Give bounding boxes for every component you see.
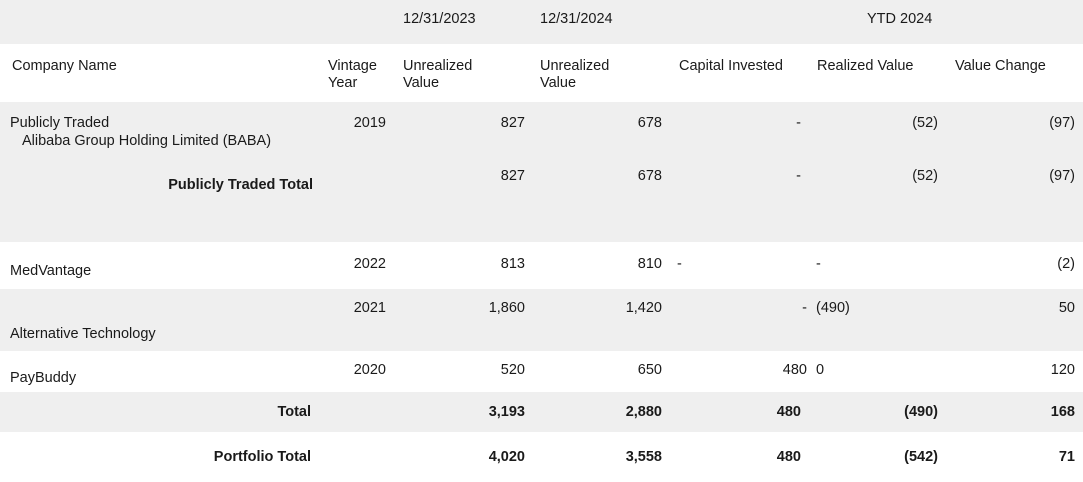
- header-value-change: Value Change: [955, 58, 1046, 74]
- group-label-publicly-traded: Publicly Traded: [10, 115, 110, 131]
- realized-value-baba: (52): [912, 115, 938, 131]
- realized-value-portfolio-total: (542): [904, 449, 938, 465]
- label-total: Total: [277, 404, 311, 420]
- unrealized-2023-publicly-traded-total: 827: [500, 168, 525, 184]
- unrealized-2024-baba: 678: [637, 115, 662, 131]
- unrealized-2024-medvantage: 810: [637, 256, 662, 272]
- realized-value-publicly-traded-total: (52): [912, 168, 938, 184]
- unrealized-2023-total: 3,193: [488, 404, 525, 420]
- realized-value-total: (490): [904, 404, 938, 420]
- unrealized-2023-medvantage: 813: [500, 256, 525, 272]
- header-company-name: Company Name: [12, 58, 117, 74]
- capital-invested-total: 480: [776, 404, 801, 420]
- company-name-paybuddy: PayBuddy: [10, 370, 77, 386]
- capital-invested-portfolio-total: 480: [776, 449, 801, 465]
- value-change-paybuddy: 120: [1050, 362, 1075, 378]
- capital-invested-medvantage: -: [677, 256, 682, 272]
- label-publicly-traded-total: Publicly Traded Total: [168, 177, 313, 193]
- unrealized-2024-total: 2,880: [625, 404, 662, 420]
- header-capital-invested: Capital Invested: [679, 58, 783, 74]
- unrealized-2023-alternative-technology: 1,860: [488, 300, 525, 316]
- unrealized-2024-alternative-technology: 1,420: [625, 300, 662, 316]
- unrealized-2024-publicly-traded-total: 678: [637, 168, 662, 184]
- unrealized-2023-baba: 827: [500, 115, 525, 131]
- header-realized-value: Realized Value: [817, 58, 914, 74]
- header-vintage-year-line2: Year: [328, 75, 358, 91]
- unrealized-2024-paybuddy: 650: [637, 362, 662, 378]
- capital-invested-paybuddy: 480: [782, 362, 807, 378]
- header-ytd: YTD 2024: [867, 11, 933, 27]
- header-unrealized-2023-line2: Value: [403, 75, 440, 91]
- header-column-band: [0, 44, 1083, 102]
- capital-invested-publicly-traded-total: -: [796, 168, 801, 184]
- vintage-year-paybuddy: 2020: [353, 362, 386, 378]
- unrealized-2024-portfolio-total: 3,558: [625, 449, 662, 465]
- company-name-medvantage: MedVantage: [10, 263, 92, 279]
- company-name-alternative-technology: Alternative Technology: [10, 326, 156, 342]
- row-band-publicly-traded: [0, 102, 1083, 242]
- value-change-total: 168: [1050, 404, 1075, 420]
- header-band: [0, 0, 1083, 44]
- capital-invested-alternative-technology: -: [802, 300, 807, 316]
- header-vintage-year-line1: Vintage: [328, 58, 377, 74]
- value-change-publicly-traded-total: (97): [1049, 168, 1075, 184]
- header-unrealized-2024-line2: Value: [540, 75, 577, 91]
- unrealized-2023-portfolio-total: 4,020: [488, 449, 525, 465]
- header-unrealized-2024-line1: Unrealized: [540, 58, 610, 74]
- value-change-baba: (97): [1049, 115, 1075, 131]
- value-change-alternative-technology: 50: [1058, 300, 1075, 316]
- value-change-medvantage: (2): [1057, 256, 1075, 272]
- row-band-portfolio-total: [0, 432, 1083, 482]
- vintage-year-medvantage: 2022: [353, 256, 386, 272]
- capital-invested-baba: -: [796, 115, 801, 131]
- value-change-portfolio-total: 71: [1058, 449, 1075, 465]
- realized-value-alternative-technology: (490): [816, 300, 850, 316]
- header-date-2023: 12/31/2023: [403, 11, 476, 27]
- row-band-total: [0, 392, 1083, 432]
- header-unrealized-2023-line1: Unrealized: [403, 58, 473, 74]
- label-portfolio-total: Portfolio Total: [213, 449, 311, 465]
- header-date-2024: 12/31/2024: [540, 11, 613, 27]
- vintage-year-baba: 2019: [353, 115, 386, 131]
- row-band-alternative-technology: [0, 289, 1083, 351]
- vintage-year-alternative-technology: 2021: [353, 300, 386, 316]
- unrealized-2023-paybuddy: 520: [500, 362, 525, 378]
- company-name-baba: Alibaba Group Holding Limited (BABA): [22, 133, 272, 149]
- realized-value-medvantage: -: [816, 256, 821, 272]
- realized-value-paybuddy: 0: [816, 362, 825, 378]
